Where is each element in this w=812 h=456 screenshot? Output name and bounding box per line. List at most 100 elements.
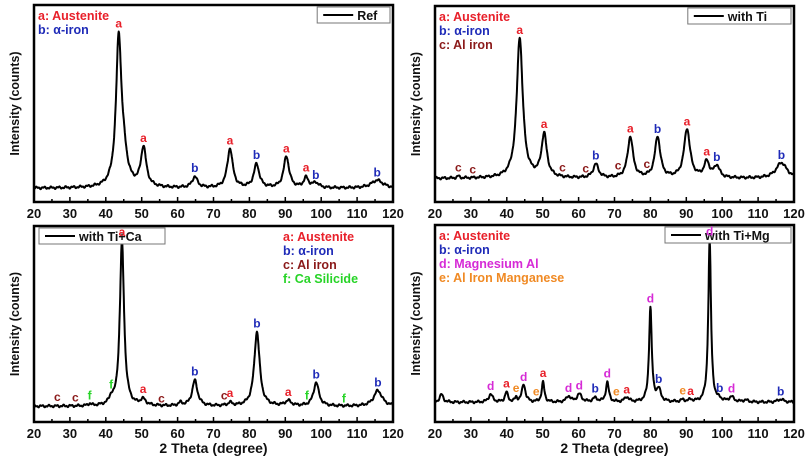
x-tick-label: 120 [382,426,404,441]
y-axis-title: Intensity (counts) [409,271,423,375]
peak-label-a: a [627,122,634,136]
phase-legend-entry-b: b: α-iron [439,243,490,257]
peak-label-b: b [716,381,723,395]
x-tick-label: 70 [607,206,621,221]
peak-label-d: d [604,366,611,380]
x-tick-label: 30 [63,206,77,221]
phase-legend-entry-b: b: α-iron [38,23,89,37]
x-tick-label: 120 [783,426,805,441]
legend-series-label: with Ti+Mg [704,229,770,243]
series-legend: with Ti+Mg [664,226,792,244]
peak-label-b: b [778,148,785,162]
x-tick-label: 30 [63,426,77,441]
panel-bottom-right: 20 30 40 50 60 70 80 90 100 110 120 Intensity (coun… [409,223,805,456]
legend-series-label: with Ti [727,10,767,24]
peak-label-d: d [706,224,713,238]
x-tick-label: 100 [310,426,332,441]
phase-legend-entry-f: f: Ca Silicide [283,272,358,286]
peak-label-b: b [374,166,381,180]
peak-label-d: d [520,370,527,384]
phase-legend-entry-a: a: Austenite [283,230,354,244]
y-axis-title: Intensity (counts) [409,52,423,156]
peak-label-a: a [285,385,292,399]
x-tick-label: 40 [500,206,514,221]
peak-label-e: e [679,384,686,398]
peak-label-a: a [703,144,710,158]
peak-label-a: a [687,384,694,398]
x-tick-label: 90 [679,426,693,441]
peak-label-b: b [312,168,319,182]
x-axis-title: 2 Theta (degree) [560,440,668,456]
x-tick-label: 110 [748,206,769,221]
peak-label-f: f [305,388,310,402]
x-tick-label: 40 [99,206,113,221]
peak-label-a: a [140,131,147,145]
panel-bottom-left: 20 30 40 50 60 70 80 90 100 110 120 Intensity (coun… [8,224,404,456]
peak-label-a: a [227,133,234,147]
x-tick-label: 90 [278,426,292,441]
peak-label-b: b [374,375,381,389]
peak-label-d: d [487,379,494,393]
peak-label-d: d [647,292,654,306]
peak-label-a: a [540,366,547,380]
x-tick-label: 60 [170,206,184,221]
peak-label-e: e [513,381,520,395]
peak-label-c: c [158,391,165,405]
peak-label-d: d [576,379,583,393]
peak-label-a: a [684,114,691,128]
peak-label-a: a [623,383,630,397]
peak-label-d: d [728,381,735,395]
peak-label-e: e [533,385,540,399]
x-tick-label: 110 [347,206,368,221]
peak-label-c: c [455,161,462,175]
peak-label-a: a [119,225,126,239]
peak-label-a: a [140,382,147,396]
series-legend: with Ti+Ca [38,227,166,245]
x-tick-label: 20 [27,426,41,441]
peak-label-b: b [713,150,720,164]
x-tick-label: 100 [711,426,733,441]
xrd-curve [33,238,394,409]
peak-label-b: b [253,317,260,331]
x-tick-label: 40 [99,426,113,441]
x-tick-label: 50 [134,426,148,441]
peak-label-a: a [516,23,523,37]
xrd-curve [33,30,394,191]
phase-legend-entry-a: a: Austenite [439,229,510,243]
x-tick-label: 120 [382,206,404,221]
x-tick-label: 50 [535,426,549,441]
series-legend: Ref [316,6,391,24]
peak-label-b: b [592,149,599,163]
x-tick-label: 90 [679,206,693,221]
x-tick-label: 20 [27,206,41,221]
peak-label-c: c [582,161,589,175]
peak-label-a: a [303,160,310,174]
phase-legend-entry-b: b: α-iron [283,244,334,258]
x-tick-label: 20 [428,206,442,221]
x-tick-label: 60 [571,206,585,221]
peak-label-c: c [54,390,61,404]
y-axis-title: Intensity (counts) [8,51,22,155]
x-tick-label: 110 [347,426,368,441]
phase-legend-entry-e: e: Al Iron Manganese [439,271,564,285]
phase-legend-entry-c: c: Al iron [439,38,493,52]
peak-label-a: a [115,16,122,30]
peak-label-c: c [469,162,476,176]
peak-label-b: b [191,161,198,175]
phase-legend-entry-b: b: α-iron [439,24,490,38]
x-tick-label: 60 [170,426,184,441]
x-tick-label: 30 [464,426,478,441]
peak-label-e: e [613,385,620,399]
x-tick-label: 80 [242,426,256,441]
x-tick-label: 100 [310,206,332,221]
x-tick-label: 110 [748,426,769,441]
peak-label-b: b [191,364,198,378]
peak-label-a: a [227,386,234,400]
x-tick-label: 120 [783,206,805,221]
peak-label-c: c [221,389,228,403]
x-tick-label: 70 [206,426,220,441]
